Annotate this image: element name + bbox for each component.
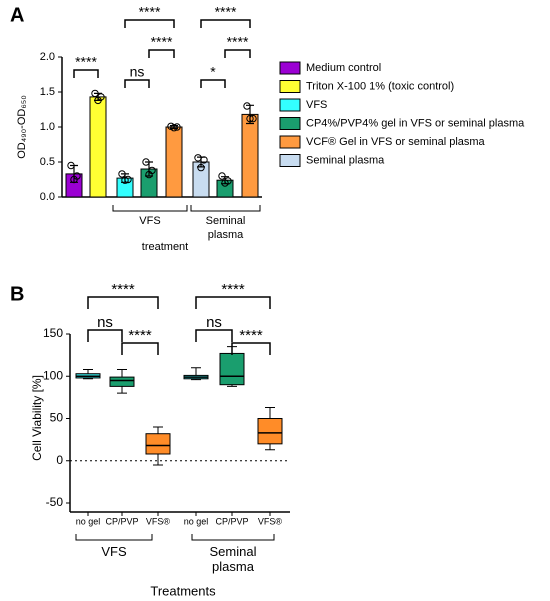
significance-label: **** xyxy=(221,281,245,298)
data-point xyxy=(200,156,208,164)
data-point xyxy=(145,170,153,179)
significance-label: ns xyxy=(97,314,113,331)
significance-label: * xyxy=(210,64,216,80)
box xyxy=(109,376,135,387)
y-tick-label: 2.0 xyxy=(40,51,55,63)
box xyxy=(219,352,245,386)
legend-swatch xyxy=(279,135,301,149)
x-tick-label: VFS® xyxy=(258,516,283,526)
data-point xyxy=(197,163,205,172)
y-tick-label: 150 xyxy=(43,326,63,340)
data-point xyxy=(173,123,181,131)
significance-label: ns xyxy=(130,64,145,80)
group-label: VFS xyxy=(101,544,127,559)
x-tick-label: no gel xyxy=(76,516,101,526)
bar xyxy=(89,96,107,198)
legend-swatch xyxy=(279,154,301,167)
x-axis-title: treatment xyxy=(142,241,188,253)
significance-bracket xyxy=(224,49,251,58)
data-point xyxy=(118,170,126,178)
significance-bracket xyxy=(87,329,123,342)
data-point xyxy=(142,158,150,166)
group-bracket xyxy=(75,534,153,541)
y-axis-title: OD₄₉₀-OD₆₅₀ xyxy=(16,95,28,159)
significance-bracket xyxy=(73,69,99,78)
significance-bracket xyxy=(231,342,271,355)
significance-bracket xyxy=(195,296,271,309)
significance-label: **** xyxy=(239,327,263,344)
data-point xyxy=(94,96,102,105)
significance-label: **** xyxy=(128,327,152,344)
bar xyxy=(241,113,259,198)
group-label: Seminal plasma xyxy=(205,215,246,241)
significance-label: **** xyxy=(111,281,135,298)
significance-label: **** xyxy=(227,34,249,50)
panel-label: B xyxy=(10,283,24,305)
significance-label: ns xyxy=(206,314,222,331)
y-tick-label: 50 xyxy=(50,411,64,425)
significance-bracket xyxy=(124,79,150,88)
data-point xyxy=(67,161,75,170)
legend-swatch xyxy=(279,98,301,112)
y-tick-label: 1.0 xyxy=(40,121,55,133)
x-tick-label: CP/PVP xyxy=(215,516,248,526)
data-point xyxy=(218,172,226,180)
significance-bracket xyxy=(121,342,159,355)
panel-label: A xyxy=(10,4,24,26)
significance-label: **** xyxy=(151,34,173,50)
legend-swatch xyxy=(279,61,301,75)
x-tick-label: VFS® xyxy=(146,516,171,526)
data-point xyxy=(170,124,178,132)
legend-label: CP4%/PVP4% gel in VFS or seminal plasma xyxy=(306,117,525,129)
data-point xyxy=(249,114,257,123)
legend-label: VCF® Gel in VFS or seminal plasma xyxy=(306,136,486,148)
legend-label: Medium control xyxy=(306,62,381,74)
box xyxy=(257,418,283,445)
data-point xyxy=(70,175,78,184)
data-point xyxy=(243,102,251,110)
group-label: VFS xyxy=(139,215,161,227)
x-tick-label: CP/PVP xyxy=(105,516,138,526)
significance-label: **** xyxy=(139,4,161,20)
significance-bracket xyxy=(124,19,175,28)
y-tick-label: 0.0 xyxy=(40,191,55,203)
significance-label: **** xyxy=(75,54,97,70)
significance-bracket xyxy=(200,79,226,88)
data-point xyxy=(221,179,229,187)
bar xyxy=(165,126,183,198)
group-label: Seminal plasma xyxy=(209,544,257,574)
group-bracket xyxy=(191,534,275,541)
data-point xyxy=(246,114,254,123)
legend-label: Triton X-100 1% (toxic control) xyxy=(306,80,454,92)
significance-bracket xyxy=(200,19,251,28)
y-tick-label: 100 xyxy=(43,368,63,382)
y-tick-label: 0 xyxy=(56,453,63,467)
x-tick-label: no gel xyxy=(184,516,209,526)
significance-bracket xyxy=(87,296,159,309)
legend-swatch xyxy=(279,80,301,93)
y-tick-label: 1.5 xyxy=(40,86,55,98)
data-point xyxy=(121,176,129,184)
data-point xyxy=(91,89,99,98)
group-bracket xyxy=(190,205,261,212)
legend-swatch xyxy=(279,117,301,130)
significance-bracket xyxy=(195,329,233,342)
group-bracket xyxy=(112,205,188,212)
box xyxy=(145,433,171,455)
legend-label: VFS xyxy=(306,99,327,111)
significance-label: **** xyxy=(215,4,237,20)
legend-label: Seminal plasma xyxy=(306,154,385,166)
data-point xyxy=(194,154,202,162)
significance-bracket xyxy=(148,49,175,58)
y-axis-title: Cell Viability [%] xyxy=(30,375,44,461)
y-tick-label: 0.5 xyxy=(40,156,55,168)
y-tick-label: -50 xyxy=(46,495,64,509)
x-axis-title: Treatments xyxy=(150,583,216,598)
data-point xyxy=(124,175,132,184)
